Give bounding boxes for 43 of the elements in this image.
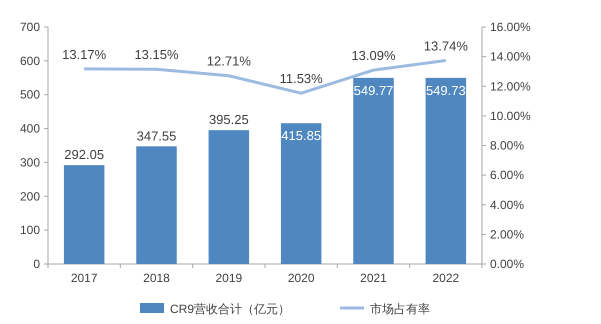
y-tick-label: 600 [20,54,40,68]
bar [208,130,250,264]
data-label: 13.09% [351,48,396,64]
y2-tick-label: 10.00% [490,108,532,123]
x-tick-label: 2017 [70,271,98,285]
data-label: 13.17% [62,46,107,62]
data-label: 415.85 [281,128,322,144]
y2-tick-label: 16.00% [490,20,532,34]
data-label: 395.25 [208,112,249,128]
data-label: 13.74% [424,38,468,54]
y2-tick-label: 0.00% [490,257,524,271]
bar [64,165,104,264]
y2-tick-label: 6.00% [490,168,524,182]
data-label: 11.53% [280,71,324,86]
bar [136,146,177,264]
y-tick-label: 700 [20,20,40,34]
y2-tick-label: 14.00% [490,50,532,64]
y-tick-label: 200 [20,189,40,204]
y2-tick-label: 8.00% [490,138,524,152]
x-tick-label: 2018 [143,271,170,285]
y-tick-label: 500 [20,88,40,102]
legend-label: CR9营收合计（亿元） [170,302,290,316]
data-label: 13.15% [134,47,179,62]
data-label: 549.77 [354,82,394,98]
x-tick-label: 2022 [432,271,460,285]
bar [426,78,466,264]
y-tick-label: 300 [20,155,40,170]
data-label: 292.05 [64,147,104,162]
data-label: 12.71% [206,54,252,69]
data-label: 549.73 [426,82,466,98]
bar [280,123,322,264]
x-tick-label: 2020 [288,271,315,285]
y2-tick-label: 4.00% [490,198,524,212]
y2-tick-label: 2.00% [490,227,524,242]
x-tick-label: 2021 [360,271,388,285]
legend-label: 市场占有率 [370,302,430,316]
data-label: 347.55 [136,128,176,144]
y-tick-label: 400 [20,122,40,136]
y-tick-label: 100 [20,223,40,238]
x-tick-label: 2019 [215,271,243,285]
bar [353,78,394,264]
y-tick-label: 0 [33,257,40,271]
y2-tick-label: 12.00% [490,79,532,94]
